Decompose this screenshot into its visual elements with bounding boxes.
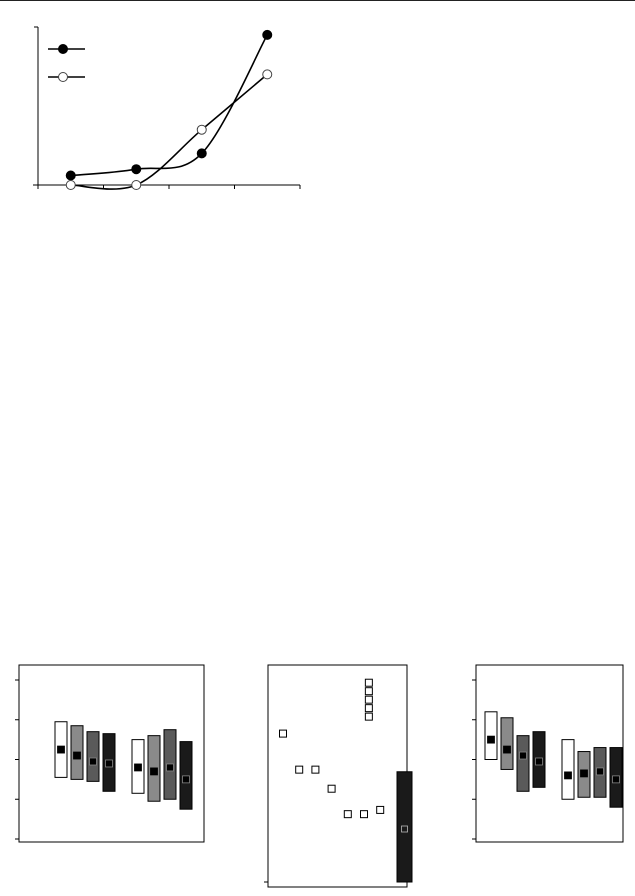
- data-point-square: [364, 704, 373, 713]
- plot-frame: [267, 664, 408, 888]
- data-point-filled: [262, 29, 273, 40]
- range-bar: [396, 771, 413, 883]
- range-bar: [561, 739, 575, 800]
- data-point-filled: [65, 170, 76, 181]
- plot-frame: [475, 664, 624, 843]
- mean-marker: [150, 767, 158, 776]
- mean-marker: [57, 745, 65, 754]
- data-point-square: [364, 687, 373, 696]
- series-line: [70, 34, 268, 177]
- scatter-chart-center: [264, 664, 413, 888]
- range-bar: [86, 731, 100, 782]
- data-point-square: [279, 729, 287, 738]
- mean-marker: [519, 751, 527, 760]
- range-bar-chart-left: [15, 664, 205, 843]
- mean-marker: [535, 757, 543, 766]
- mean-marker: [73, 751, 81, 760]
- data-point-open: [262, 69, 273, 80]
- top-rule: [0, 0, 635, 1]
- range-bar-point: [401, 825, 408, 833]
- data-point-open: [131, 180, 142, 190]
- mean-marker: [134, 763, 142, 772]
- range-bar-chart-right: [472, 664, 624, 843]
- data-point-open: [65, 180, 76, 190]
- legend-marker: [58, 72, 68, 82]
- range-bar: [484, 711, 498, 760]
- mean-marker: [166, 763, 174, 772]
- data-point-square: [360, 810, 368, 819]
- mean-marker: [503, 745, 511, 754]
- series-line: [70, 73, 268, 190]
- data-point-square: [364, 695, 373, 704]
- data-point-square: [364, 712, 373, 721]
- mean-marker: [487, 735, 495, 744]
- data-point-open: [196, 124, 207, 135]
- range-bar: [179, 741, 193, 810]
- range-bar: [516, 735, 530, 792]
- mean-marker: [612, 775, 620, 784]
- mean-marker: [182, 775, 190, 784]
- data-point-square: [327, 784, 336, 793]
- data-point-filled: [131, 164, 142, 175]
- mean-marker: [596, 767, 604, 776]
- mean-marker: [564, 771, 572, 780]
- data-point-square: [295, 765, 304, 774]
- data-point-square: [343, 810, 352, 819]
- plot-frame: [18, 664, 205, 843]
- data-point-filled: [196, 148, 207, 159]
- data-point-square: [311, 765, 320, 774]
- line-chart: [33, 26, 301, 190]
- range-bar: [500, 717, 514, 770]
- mean-marker: [89, 757, 97, 766]
- data-point-square: [376, 805, 385, 814]
- mean-marker: [105, 759, 113, 768]
- mean-marker: [580, 769, 588, 778]
- legend-marker: [58, 44, 68, 54]
- data-point-square: [364, 678, 373, 687]
